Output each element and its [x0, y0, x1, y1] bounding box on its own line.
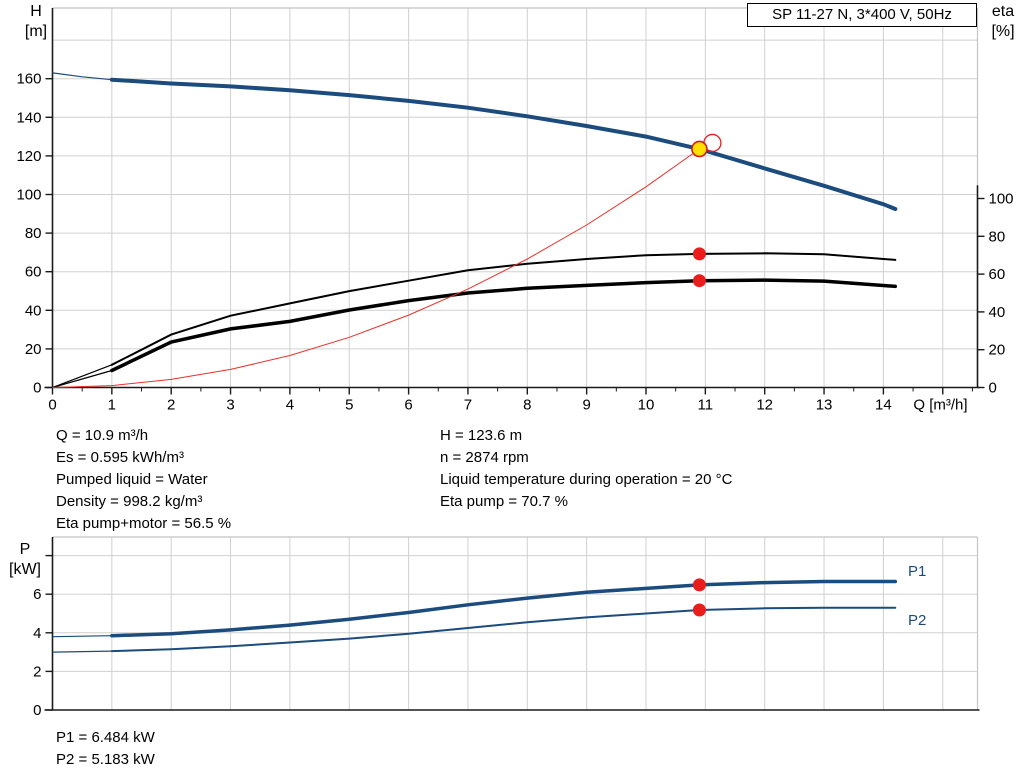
svg-text:7: 7 — [464, 397, 472, 414]
svg-text:1: 1 — [108, 397, 116, 414]
svg-text:40: 40 — [989, 304, 1006, 321]
svg-text:20: 20 — [989, 342, 1006, 359]
svg-text:160: 160 — [16, 71, 41, 88]
annotation-speed: n = 2874 rpm — [440, 449, 529, 466]
p-axis-label-unit: [kW] — [9, 561, 41, 578]
svg-text:0: 0 — [48, 397, 56, 414]
annotation-p1: P1 = 6.484 kW — [56, 729, 155, 746]
pump-model-title-box: SP 11-27 N, 3*400 V, 50Hz — [747, 3, 977, 27]
svg-text:9: 9 — [582, 397, 590, 414]
svg-text:0: 0 — [33, 702, 41, 719]
svg-text:4: 4 — [286, 397, 294, 414]
annotation-eta-pump: Eta pump = 70.7 % — [440, 493, 568, 510]
svg-text:140: 140 — [16, 109, 41, 126]
svg-text:6: 6 — [404, 397, 412, 414]
eta-axis-label: eta [%] — [982, 2, 1024, 42]
h-axis-label-symbol: H — [30, 3, 42, 20]
p-axis-label-symbol: P — [19, 541, 31, 558]
svg-text:14: 14 — [875, 397, 892, 414]
svg-text:40: 40 — [25, 302, 42, 319]
svg-text:8: 8 — [523, 397, 531, 414]
eta-axis-label-unit: [%] — [991, 23, 1015, 40]
svg-text:20: 20 — [25, 341, 42, 358]
svg-text:2: 2 — [33, 663, 41, 680]
svg-text:6: 6 — [33, 586, 41, 603]
svg-text:120: 120 — [16, 148, 41, 165]
power-annotations: P1 = 6.484 kW P2 = 5.183 kW — [56, 727, 155, 771]
h-axis-label-unit: [m] — [24, 23, 48, 40]
annotation-liquid-temperature: Liquid temperature during operation = 20… — [440, 471, 733, 488]
p1-curve-label: P1 — [908, 563, 927, 580]
eta-axis-label-symbol: eta — [991, 3, 1015, 20]
annotation-pumped-liquid: Pumped liquid = Water — [56, 471, 208, 488]
svg-text:0: 0 — [989, 380, 997, 397]
annotation-specific-energy: Es = 0.595 kWh/m³ — [56, 449, 184, 466]
annotation-flow: Q = 10.9 m³/h — [56, 427, 149, 444]
svg-text:60: 60 — [25, 264, 42, 281]
annotation-eta-pump-motor: Eta pump+motor = 56.5 % — [56, 515, 232, 532]
annotation-head: H = 123.6 m — [440, 427, 523, 444]
svg-text:12: 12 — [756, 397, 773, 414]
svg-text:60: 60 — [989, 266, 1006, 283]
annotation-density: Density = 998.2 kg/m³ — [56, 493, 203, 510]
svg-text:2: 2 — [167, 397, 175, 414]
svg-text:10: 10 — [638, 397, 655, 414]
pump-model-title: SP 11-27 N, 3*400 V, 50Hz — [772, 6, 952, 23]
svg-text:100: 100 — [989, 191, 1014, 208]
svg-text:100: 100 — [16, 187, 41, 204]
svg-text:4: 4 — [33, 625, 41, 642]
svg-text:80: 80 — [989, 228, 1006, 245]
h-axis-label: H [m] — [14, 2, 58, 42]
duty-annotations-right: H = 123.6 m n = 2874 rpm Liquid temperat… — [440, 425, 732, 513]
svg-text:5: 5 — [345, 397, 353, 414]
svg-text:Q [m³/h]: Q [m³/h] — [913, 397, 967, 414]
svg-text:80: 80 — [25, 225, 42, 242]
p-axis-label: P [kW] — [2, 540, 48, 580]
svg-text:13: 13 — [816, 397, 833, 414]
annotation-p2: P2 = 5.183 kW — [56, 751, 155, 768]
p2-curve-label: P2 — [908, 612, 927, 629]
svg-text:0: 0 — [33, 380, 41, 397]
svg-text:3: 3 — [226, 397, 234, 414]
svg-text:11: 11 — [698, 397, 714, 414]
duty-annotations-left: Q = 10.9 m³/h Es = 0.595 kWh/m³ Pumped l… — [56, 425, 231, 535]
